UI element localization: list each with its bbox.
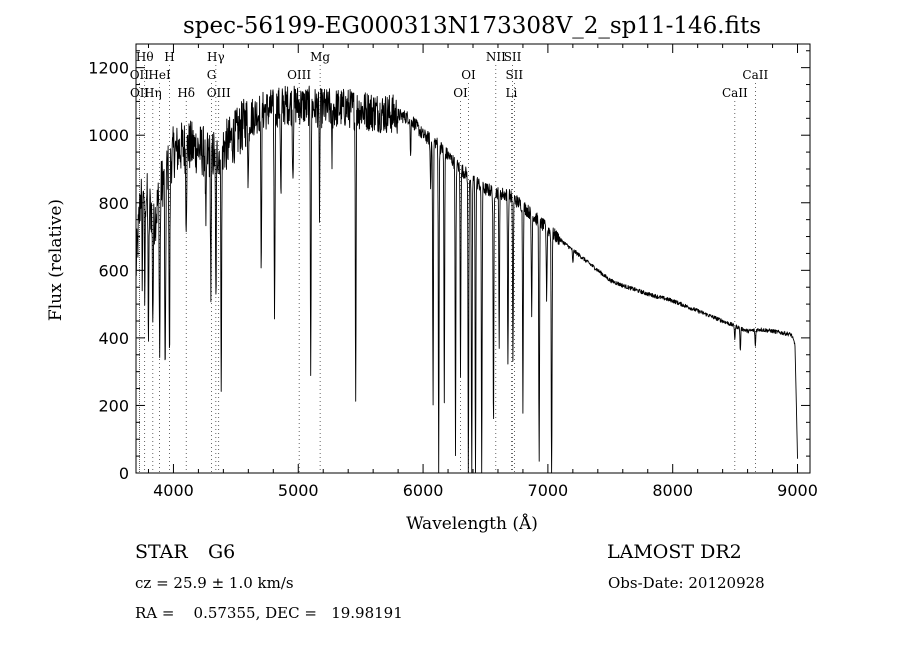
x-tick-label: 7000 [528,481,569,500]
line-marker-label: OI [461,68,476,82]
object-class: STAR [135,541,188,563]
line-marker-label: H [164,50,174,64]
line-marker-label: OII [130,68,150,82]
line-marker-label: Li [506,86,518,100]
y-tick-label: 1000 [88,126,129,145]
y-tick-label: 800 [98,194,129,213]
line-marker-label: Hγ [207,50,225,64]
x-axis-label: Wavelength (Å) [406,513,538,534]
y-tick-label: 600 [98,261,129,280]
line-marker-label: SII [504,50,522,64]
y-axis-ticks: 0 200 400 600 800 1000 1200 [88,50,810,483]
observation-date: Obs-Date: 20120928 [608,574,765,592]
line-marker-label: OIII [207,86,231,100]
y-axis-label: Flux (relative) [46,199,66,321]
line-marker-label: OI [453,86,468,100]
x-tick-label: 9000 [777,481,818,500]
y-tick-label: 0 [119,464,129,483]
y-tick-label: 200 [98,396,129,415]
line-marker-label: Hθ [136,50,154,64]
line-marker-label: Hδ [177,86,195,100]
x-axis-ticks: 4000 5000 6000 7000 8000 9000 [147,44,818,500]
ra-dec-coordinates: RA = 0.57355, DEC = 19.98191 [135,604,403,622]
line-marker-label: OII [130,86,150,100]
y-tick-label: 400 [98,329,129,348]
redshift-velocity: cz = 25.9 ± 1.0 km/s [135,574,294,592]
y-tick-label: 1200 [88,59,129,78]
chart-title: spec-56199-EG000313N173308V_2_sp11-146.f… [183,13,761,39]
line-marker-label: Hη [144,86,162,100]
line-marker-label: CaII [722,86,748,100]
line-marker-guides [139,65,756,473]
line-marker-label: G [207,68,217,82]
line-marker-label: NII [486,50,506,64]
x-tick-label: 6000 [403,481,444,500]
survey-name: LAMOST DR2 [607,541,742,563]
flux-series-line [135,85,798,474]
line-marker-label: SII [505,68,523,82]
object-subclass: G6 [208,541,236,563]
x-tick-label: 8000 [652,481,693,500]
line-marker-label: HeI [148,68,171,82]
line-marker-label: OIII [287,68,311,82]
x-tick-label: 5000 [278,481,319,500]
x-tick-label: 4000 [153,481,194,500]
line-marker-label: CaII [742,68,768,82]
line-marker-label: Mg [310,50,330,64]
